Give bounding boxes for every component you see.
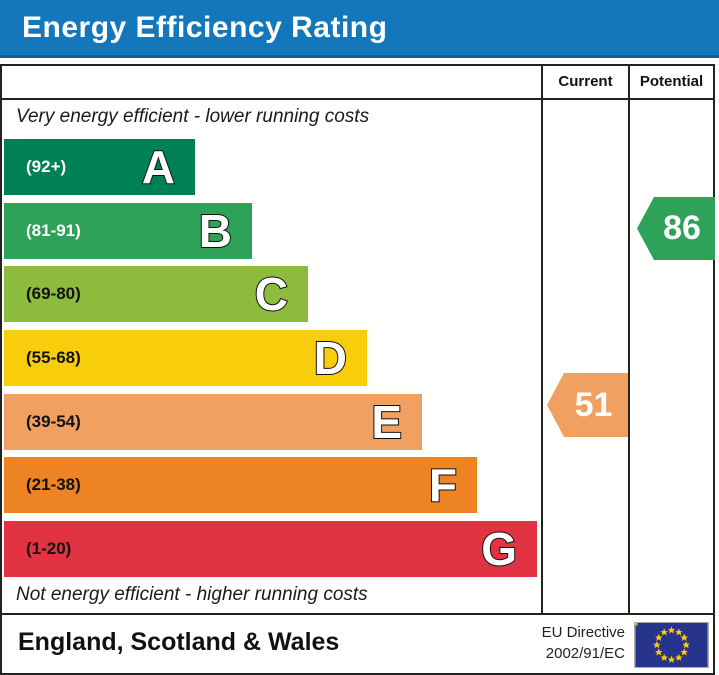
eu-directive-label: EU Directive 2002/91/EC [542,622,625,664]
band-d: (55-68) D [4,330,367,386]
header-bar: Energy Efficiency Rating [0,0,719,58]
band-f: (21-38) F [4,457,477,513]
current-value: 51 [574,386,613,424]
band-letter: E [370,395,403,449]
current-arrow: 51 [547,373,628,437]
band-letter: A [141,140,176,194]
band-letter: D [313,331,348,385]
rating-table: Current Potential Very energy efficient … [0,64,715,615]
band-range-label: (55-68) [26,348,81,367]
potential-value: 86 [663,209,701,247]
band-letter: G [480,522,518,576]
band-range-label: (21-38) [26,475,81,494]
current-column-divider [541,66,543,613]
band-range-label: (92+) [26,157,67,176]
current-column-header: Current [558,73,613,90]
footer-bar: England, Scotland & Wales EU Directive 2… [0,615,715,675]
band-range-label: (39-54) [26,412,81,431]
band-letter: F [428,458,458,512]
region-label: England, Scotland & Wales [18,628,340,656]
band-e: (39-54) E [4,394,422,450]
band-g: (1-20) G [4,521,537,577]
eu-flag-icon [634,622,709,668]
band-a: (92+) A [4,139,195,195]
band-range-label: (81-91) [26,221,81,240]
band-b: (81-91) B [4,203,252,259]
bottom-note: Not energy efficient - higher running co… [16,584,368,605]
page-title: Energy Efficiency Rating [22,11,388,44]
eu-directive-line2: 2002/91/EC [545,645,625,662]
band-letter: C [254,267,289,321]
header-row-divider [2,98,713,100]
band-range-label: (69-80) [26,284,81,303]
potential-column-header: Potential [639,73,704,90]
potential-column-divider [628,66,630,613]
band-c: (69-80) C [4,266,308,322]
band-range-label: (1-20) [26,539,72,558]
eu-directive-line1: EU Directive [541,624,625,641]
eu-flag-stars [635,623,690,663]
potential-arrow: 86 [637,197,715,260]
top-note: Very energy efficient - lower running co… [16,106,370,127]
band-letter: B [198,204,233,258]
